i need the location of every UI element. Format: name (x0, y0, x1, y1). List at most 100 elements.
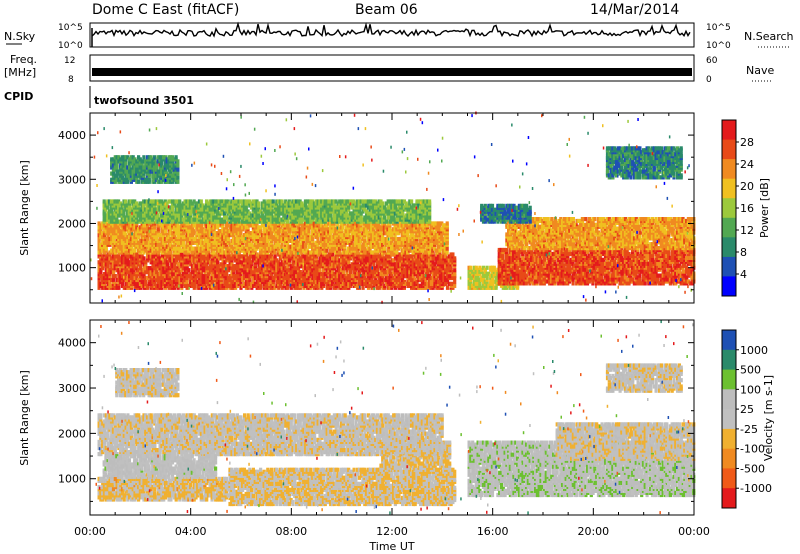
data-cell (334, 256, 338, 261)
data-cell (151, 268, 155, 273)
data-cell (410, 272, 414, 277)
data-cell (411, 270, 415, 275)
data-cell (327, 260, 331, 265)
data-cell (309, 244, 313, 249)
data-cell (155, 248, 159, 253)
data-cell (102, 233, 107, 238)
data-cell (221, 236, 225, 242)
data-cell (273, 244, 277, 249)
data-cell (174, 275, 178, 281)
data-cell (189, 240, 193, 245)
data-cell (289, 234, 293, 240)
data-cell (108, 209, 112, 214)
data-cell (147, 256, 151, 261)
data-cell (282, 229, 286, 234)
data-cell (440, 274, 444, 279)
data-cell (390, 262, 394, 267)
data-cell (395, 268, 399, 273)
data-cell (359, 262, 363, 267)
data-cell (115, 205, 119, 210)
data-cell (138, 217, 142, 222)
data-cell (408, 270, 412, 275)
data-cell (199, 229, 203, 234)
data-cell (241, 275, 245, 281)
data-cell (235, 277, 239, 283)
data-cell (393, 225, 397, 230)
data-cell (153, 272, 157, 277)
data-cell (147, 266, 151, 271)
data-cell (415, 254, 419, 259)
data-cell (237, 274, 241, 279)
data-cell (332, 221, 336, 226)
data-cell (167, 285, 171, 290)
data-cell (169, 256, 173, 261)
data-cell (156, 262, 160, 267)
data-cell (237, 227, 241, 232)
data-cell (316, 227, 320, 232)
data-cell (142, 240, 146, 245)
data-cell (102, 258, 107, 263)
data-cell (113, 281, 117, 286)
data-cell (266, 225, 270, 230)
data-cell (124, 281, 128, 286)
data-cell (109, 219, 113, 224)
data-cell (196, 238, 200, 243)
data-cell (147, 240, 151, 245)
data-cell (160, 233, 164, 238)
data-cell (280, 229, 284, 234)
data-cell (189, 272, 193, 277)
data-cell (160, 229, 164, 234)
data-cell (210, 227, 214, 232)
data-cell (302, 248, 306, 253)
data-cell (318, 246, 322, 251)
data-cell (356, 256, 360, 261)
data-cell (207, 246, 211, 251)
data-cell (115, 277, 119, 283)
data-cell (352, 274, 356, 279)
data-cell (217, 274, 222, 279)
data-cell (303, 231, 308, 236)
data-cell (402, 268, 406, 273)
data-cell (300, 248, 304, 253)
data-cell (402, 279, 406, 285)
data-cell (128, 244, 132, 249)
data-cell (300, 258, 304, 263)
data-cell (282, 246, 286, 251)
data-cell (216, 254, 220, 259)
data-cell (216, 266, 220, 271)
data-cell (386, 275, 390, 281)
data-cell (196, 279, 200, 285)
data-cell (113, 274, 117, 279)
data-cell (286, 281, 290, 286)
data-cell (164, 260, 168, 265)
data-cell (411, 262, 415, 267)
data-cell (433, 281, 437, 286)
data-cell (146, 254, 150, 259)
data-cell (230, 227, 234, 232)
data-cell (102, 227, 107, 232)
data-cell (156, 223, 160, 228)
date-title: 14/Mar/2014 (590, 2, 679, 18)
data-cell (330, 246, 334, 251)
data-cell (318, 268, 322, 273)
data-cell (438, 227, 442, 232)
data-cell (259, 236, 263, 242)
data-cell (99, 268, 103, 273)
data-cell (381, 233, 385, 238)
data-cell (104, 236, 108, 242)
data-cell (174, 231, 178, 236)
data-cell (171, 244, 175, 249)
data-cell (122, 213, 126, 218)
data-cell (257, 238, 261, 243)
data-cell (278, 234, 282, 240)
data-cell (207, 277, 211, 283)
data-cell (215, 231, 220, 236)
data-cell (375, 233, 379, 238)
data-cell (363, 275, 367, 281)
data-cell (194, 234, 198, 240)
data-cell (391, 242, 395, 247)
data-cell (120, 268, 125, 273)
data-cell (144, 275, 148, 281)
data-cell (165, 281, 169, 286)
data-cell (180, 262, 184, 267)
